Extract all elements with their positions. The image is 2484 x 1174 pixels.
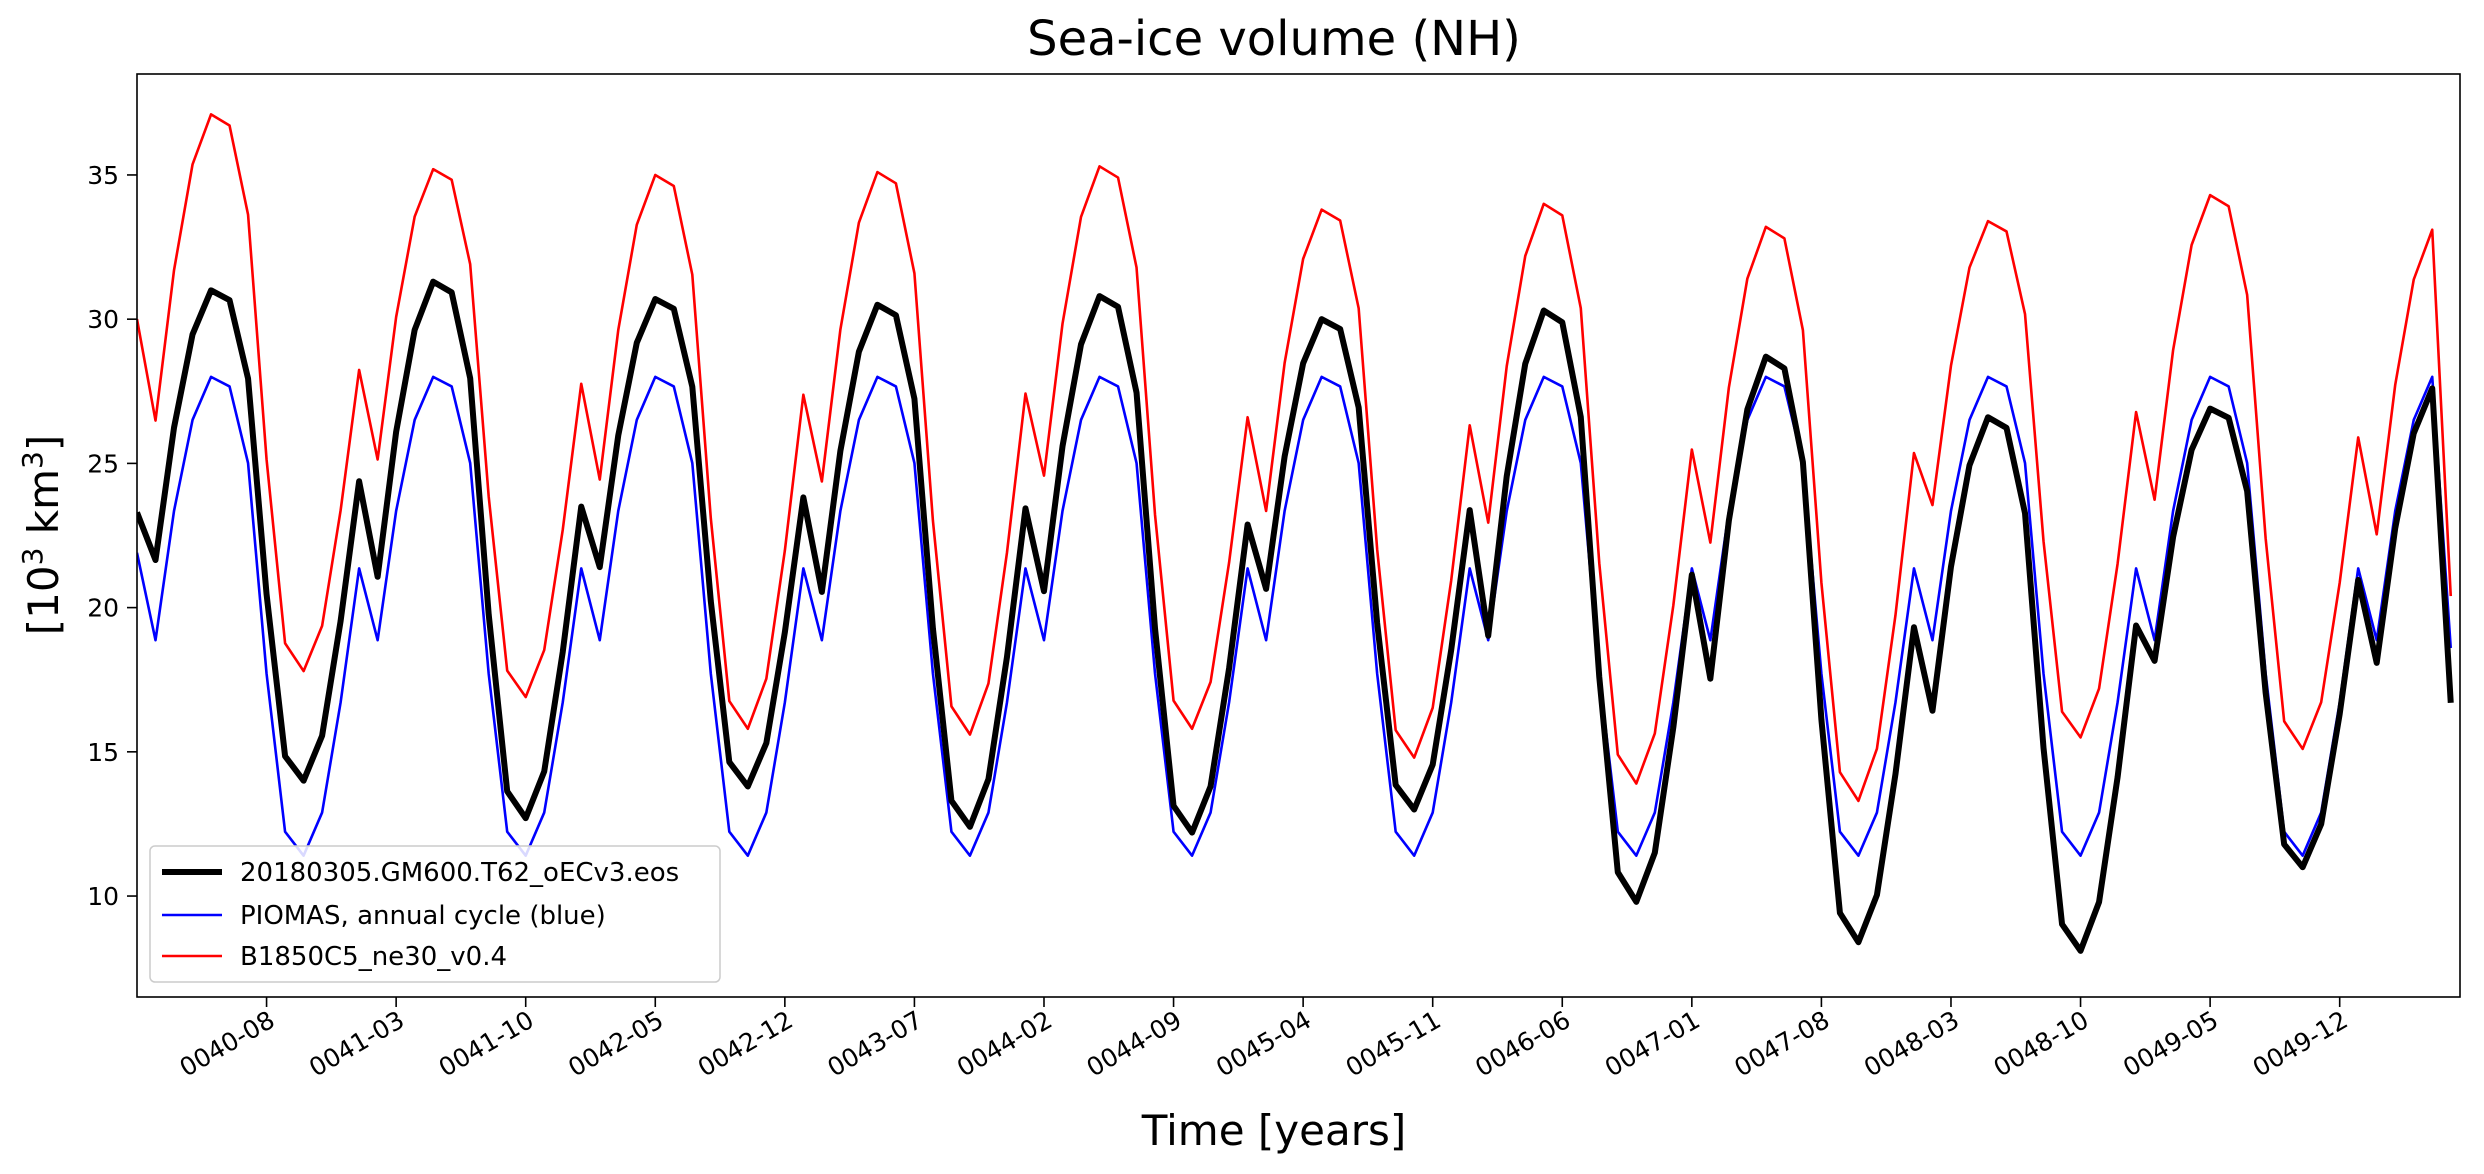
plot-frame [136, 73, 2461, 998]
x-tick-label-3: 0042-05 [563, 1005, 668, 1082]
x-ticks: 0040-08 0041-03 0041-10 0042-05 0042-12 0043-… [175, 997, 2353, 1082]
x-tick-label-16: 0049-12 [2248, 1005, 2353, 1082]
x-tick-label-15: 0049-05 [2118, 1005, 2223, 1082]
y-axis-label-end: ] [19, 435, 68, 451]
y-axis-label: [103 km3] [16, 435, 68, 635]
x-tick-label-13: 0048-03 [1859, 1005, 1964, 1082]
x-tick-label-12: 0047-08 [1729, 1005, 1834, 1082]
x-tick-label-0: 0040-08 [175, 1005, 280, 1082]
y-axis-label-exp2: 3 [16, 451, 49, 469]
y-axis-label-exp1: 3 [16, 548, 49, 566]
x-tick-label-10: 0046-06 [1470, 1005, 1575, 1082]
y-axis-label-base: [10 [19, 565, 68, 635]
chart-title: Sea-ice volume (NH) [1027, 11, 1521, 67]
x-tick-label-4: 0042-12 [693, 1005, 798, 1082]
x-tick-label-14: 0048-10 [1989, 1005, 2094, 1082]
y-axis-label-mid: km [19, 469, 68, 548]
y-tick-label-5: 35 [87, 161, 119, 190]
legend: 20180305.GM600.T62_oECv3.eos PIOMAS, ann… [149, 845, 721, 983]
legend-label-1: PIOMAS, annual cycle (blue) [240, 901, 606, 931]
x-axis-label: Time [years] [1141, 1106, 1407, 1155]
y-tick-label-3: 25 [87, 449, 119, 478]
series-line-0 [137, 278, 2454, 954]
y-tick-label-4: 30 [87, 305, 119, 334]
x-tick-label-6: 0044-02 [952, 1005, 1057, 1082]
y-tick-label-2: 20 [87, 594, 119, 623]
x-tick-label-1: 0041-03 [304, 1005, 409, 1082]
y-ticks: 10 15 20 25 30 35 [87, 161, 137, 911]
x-tick-label-11: 0047-01 [1600, 1005, 1705, 1082]
y-tick-label-0: 10 [87, 882, 119, 911]
x-tick-label-8: 0045-04 [1211, 1005, 1316, 1082]
legend-label-0: 20180305.GM600.T62_oECv3.eos [240, 858, 679, 888]
legend-label-2: B1850C5_ne30_v0.4 [240, 942, 507, 972]
x-tick-label-5: 0043-07 [822, 1005, 927, 1082]
x-tick-label-7: 0044-09 [1082, 1005, 1187, 1082]
legend-box [149, 845, 721, 983]
y-tick-label-1: 15 [87, 738, 119, 767]
x-tick-label-2: 0041-10 [434, 1005, 539, 1082]
x-tick-label-9: 0045-11 [1341, 1005, 1446, 1082]
series-line-2 [137, 113, 2453, 803]
series-lines [137, 113, 2454, 954]
